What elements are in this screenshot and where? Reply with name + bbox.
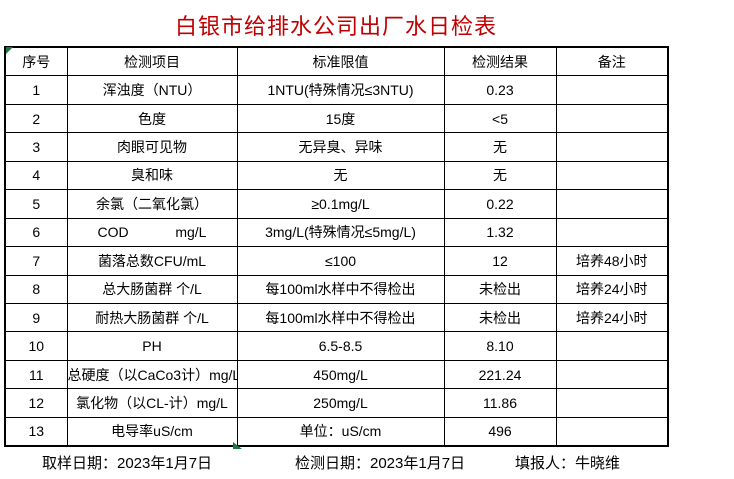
table-row: 8 总大肠菌群 个/L 每100ml水样中不得检出 未检出 培养24小时 bbox=[4, 274, 669, 304]
cell: 浑浊度（NTU） bbox=[66, 75, 238, 105]
cell: 余氯（二氧化氯） bbox=[66, 189, 238, 219]
cell: 肉眼可见物 bbox=[66, 132, 238, 162]
cell: 无 bbox=[443, 160, 557, 191]
cell: 色度 bbox=[66, 103, 238, 134]
cell: 11.86 bbox=[443, 388, 557, 418]
inspection-table: 序号 检测项目 标准限值 检测结果 备注 1 浑浊度（NTU） 1NTU(特殊情况≤3NTU… bbox=[4, 46, 669, 448]
header-cell: 备注 bbox=[555, 46, 669, 77]
cell: 无 bbox=[236, 160, 445, 191]
table-row: 5 余氯（二氧化氯） ≥0.1mg/L 0.22 bbox=[4, 189, 669, 219]
cell: 培养24小时 bbox=[555, 274, 669, 304]
cell bbox=[555, 132, 669, 162]
cell: 5 bbox=[4, 189, 68, 219]
table-row: 12 氯化物（以CL-计）mg/L 250mg/L 11.86 bbox=[4, 388, 669, 418]
cell: <5 bbox=[443, 103, 557, 134]
cell: PH bbox=[66, 331, 238, 361]
sampling-date-text: 取样日期：2023年1月7日 bbox=[42, 455, 213, 472]
cell: 12 bbox=[443, 246, 557, 276]
cell: 1 bbox=[4, 75, 68, 105]
table-row: 4 臭和味无无 bbox=[4, 160, 669, 191]
table-row: 10 PH 6.5-8.5 8.10 bbox=[4, 331, 669, 361]
cell: 每100ml水样中不得检出 bbox=[236, 274, 445, 304]
cell: 8.10 bbox=[443, 331, 557, 361]
cell: 11 bbox=[4, 359, 68, 390]
table-row: 13 电导率uS/cm 单位：uS/cm 496 bbox=[4, 416, 669, 447]
cell: 15度 bbox=[236, 103, 445, 134]
table-row: 9 耐热大肠菌群 个/L 每100ml水样中不得检出 未检出 培养24小时 bbox=[4, 302, 669, 333]
cell: 未检出 bbox=[443, 274, 557, 304]
cell: 10 bbox=[4, 331, 68, 361]
cell: 无 bbox=[443, 132, 557, 162]
cell-corner-error-marker-icon bbox=[6, 47, 13, 54]
cell: 培养48小时 bbox=[555, 246, 669, 276]
table-row: 3 肉眼可见物 无异臭、异味无 bbox=[4, 132, 669, 162]
cell: 4 bbox=[4, 160, 68, 191]
cell: 培养24小时 bbox=[555, 302, 669, 333]
cell: 1.32 bbox=[443, 217, 557, 248]
cell: 221.24 bbox=[443, 359, 557, 390]
cell: 未检出 bbox=[443, 302, 557, 333]
cell: 无异臭、异味 bbox=[236, 132, 445, 162]
cell: 2 bbox=[4, 103, 68, 134]
cell bbox=[555, 103, 669, 134]
cell: 3 bbox=[4, 132, 68, 162]
table-row: 7 菌落总数CFU/mL ≤100 12 培养48小时 bbox=[4, 246, 669, 276]
cell: 3mg/L(特殊情况≤5mg/L) bbox=[236, 217, 445, 248]
cell: 1NTU(特殊情况≤3NTU) bbox=[236, 75, 445, 105]
cell: 250mg/L bbox=[236, 388, 445, 418]
cell bbox=[555, 217, 669, 248]
cell: 总大肠菌群 个/L bbox=[66, 274, 238, 304]
cell: 9 bbox=[4, 302, 68, 333]
cell bbox=[555, 388, 669, 418]
cell: 8 bbox=[4, 274, 68, 304]
table-body: 1 浑浊度（NTU） 1NTU(特殊情况≤3NTU) 0.23 2 色度 15度 <5 3 肉眼可… bbox=[4, 75, 669, 447]
cell: 450mg/L bbox=[236, 359, 445, 390]
header-cell: 检测项目 bbox=[66, 46, 238, 77]
header-cell: 检测结果 bbox=[443, 46, 557, 77]
cell: 496 bbox=[443, 416, 557, 447]
cell: 电导率uS/cm bbox=[66, 416, 238, 447]
cell: 7 bbox=[4, 246, 68, 276]
table-row: 1 浑浊度（NTU） 1NTU(特殊情况≤3NTU) 0.23 bbox=[4, 75, 669, 105]
header-cell: 序号 bbox=[4, 46, 68, 77]
cell: 13 bbox=[4, 416, 68, 447]
table-row: 2 色度 15度 <5 bbox=[4, 103, 669, 134]
cell bbox=[555, 331, 669, 361]
cell-corner-marker-icon bbox=[233, 442, 242, 449]
page-title: 白银市给排水公司出厂水日检表 bbox=[174, 14, 497, 39]
cell: 单位：uS/cm bbox=[236, 416, 445, 447]
cell: 臭和味 bbox=[66, 160, 238, 191]
cell: COD mg/L bbox=[66, 217, 238, 248]
cell: 耐热大肠菌群 个/L bbox=[66, 302, 238, 333]
table-row: 11 总硬度（以CaCo3计）mg/L 450mg/L 221.24 bbox=[4, 359, 669, 390]
cell bbox=[555, 416, 669, 447]
cell: 6.5-8.5 bbox=[236, 331, 445, 361]
cell bbox=[555, 189, 669, 219]
cell: 12 bbox=[4, 388, 68, 418]
cell bbox=[555, 75, 669, 105]
cell: 总硬度（以CaCo3计）mg/L bbox=[66, 359, 238, 390]
cell bbox=[555, 160, 669, 191]
header-row: 序号 检测项目 标准限值 检测结果 备注 bbox=[4, 46, 669, 77]
table-row: 6 COD mg/L 3mg/L(特殊情况≤5mg/L) 1.32 bbox=[4, 217, 669, 248]
cell: ≤100 bbox=[236, 246, 445, 276]
cell bbox=[555, 359, 669, 390]
reporter-text: 填报人：牛晓维 bbox=[515, 455, 621, 472]
header-cell: 标准限值 bbox=[236, 46, 445, 77]
cell: ≥0.1mg/L bbox=[236, 189, 445, 219]
cell: 菌落总数CFU/mL bbox=[66, 246, 238, 276]
cell: 6 bbox=[4, 217, 68, 248]
cell: 氯化物（以CL-计）mg/L bbox=[66, 388, 238, 418]
test-date-text: 检测日期：2023年1月7日 bbox=[295, 455, 466, 472]
cell: 0.22 bbox=[443, 189, 557, 219]
cell: 每100ml水样中不得检出 bbox=[236, 302, 445, 333]
cell: 0.23 bbox=[443, 75, 557, 105]
